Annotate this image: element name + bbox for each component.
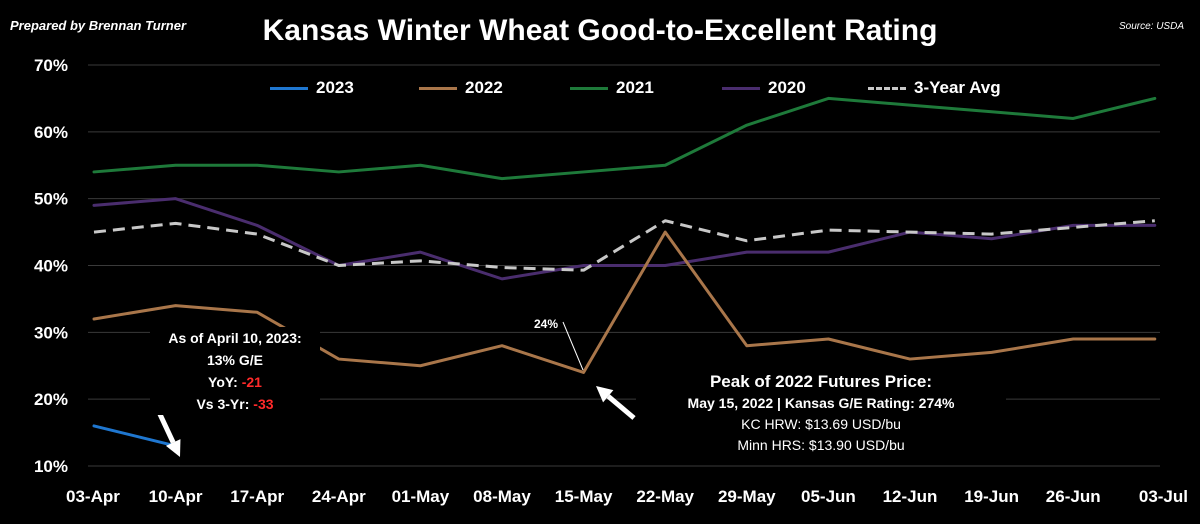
arrow-to-2023 [155,408,181,457]
y-tick-label: 10% [34,457,68,476]
x-tick-label: 03-Apr [66,487,120,506]
series-line-2021 [92,96,1157,181]
x-tick-label: 08-May [473,487,531,506]
y-tick-label: 20% [34,390,68,409]
x-tick-label: 05-Jun [801,487,856,506]
legend-label-2022: 2022 [465,78,503,97]
x-tick-label: 22-May [636,487,694,506]
legend-swatch-2021 [570,86,608,90]
x-tick-label: 29-May [718,487,776,506]
yoy-value: -21 [241,374,262,390]
x-tick-label: 10-Apr [149,487,203,506]
y-tick-label: 70% [34,56,68,75]
legend-swatch-2023 [270,86,308,90]
x-tick-label: 01-May [392,487,450,506]
x-tick-label: 24-Apr [312,487,366,506]
legend-item-2022: 2022 [419,78,503,98]
x-tick-label: 12-Jun [883,487,938,506]
x-axis-ticks: 03-Apr 10-Apr 17-Apr 24-Apr 01-May 08-May 15-M… [66,487,1188,506]
vs3yr-value: -33 [253,396,274,412]
series-line-2020 [92,197,1157,281]
credit-text: Prepared by Brennan Turner [10,18,187,33]
annotation-peak-line3: KC HRW: $13.69 USD/bu [741,416,901,432]
series-line-2022 [92,230,1157,374]
x-tick-label: 03-Jul [1139,487,1188,506]
x-tick-label: 17-Apr [230,487,284,506]
vs3yr-label: Vs 3-Yr: [196,396,250,412]
annotation-2023-line2: 13% G/E [206,352,264,368]
x-tick-label: 15-May [555,487,613,506]
legend-swatch-2020 [722,86,760,90]
x-tick-label: 19-Jun [964,487,1019,506]
annotation-peak-line2: May 15, 2022 | Kansas G/E Rating: 274% [687,395,955,411]
legend-item-2021: 2021 [570,78,654,98]
chart-title: Kansas Winter Wheat Good-to-Excellent Ra… [262,14,938,47]
arrow-to-may15-2022 [596,386,636,420]
legend-label-3yr-avg: 3-Year Avg [914,78,1001,97]
annotation-2023: As of April 10, 2023: 13% G/E YoY: -21 V… [150,327,320,415]
annotation-peak-line4: Minn HRS: $13.90 USD/bu [737,437,905,453]
series-line-3-year-avg [93,219,1155,272]
legend-swatch-2022 [419,86,457,90]
callout-leader [562,321,584,371]
annotation-arrows: 24% [155,317,636,457]
annotation-2023-vs3yr: Vs 3-Yr: -33 [150,393,320,415]
y-tick-label: 30% [34,323,68,342]
legend-label-2023: 2023 [316,78,354,97]
y-tick-label: 50% [34,190,68,209]
y-tick-label: 40% [34,257,68,276]
legend-item-3yr-avg: 3-Year Avg [868,78,1001,98]
source-text: Source: USDA [1118,21,1184,32]
legend-label-2020: 2020 [768,78,806,97]
annotation-2023-line1: As of April 10, 2023: [168,330,302,346]
series-lines [92,96,1157,448]
annotation-peak-2022: Peak of 2022 Futures Price: May 15, 2022… [636,366,1006,460]
legend-item-2023: 2023 [270,78,354,98]
callout-24-label: 24% [534,317,558,331]
annotation-peak-line1: Peak of 2022 Futures Price: [709,372,933,391]
yoy-label: YoY: [208,374,238,390]
legend-label-2021: 2021 [616,78,654,97]
legend-swatch-3yr-avg [868,86,906,90]
annotation-2023-yoy: YoY: -21 [150,371,320,393]
y-axis-ticks: 10% 20% 30% 40% 50% 60% 70% [34,56,68,476]
y-tick-label: 60% [34,123,68,142]
series-line-2023 [92,424,178,448]
legend-item-2020: 2020 [722,78,806,98]
x-tick-label: 26-Jun [1046,487,1101,506]
